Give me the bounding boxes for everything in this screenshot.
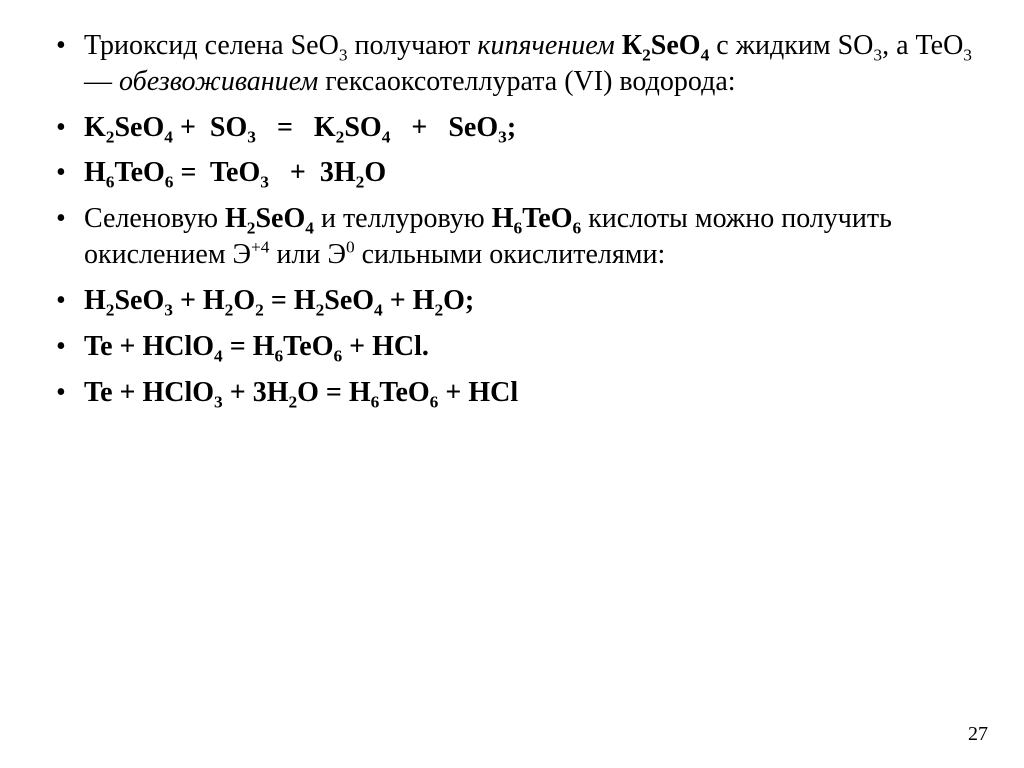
bullet-item: K2SeO4 + SO3 = K2SO4 + SeO3; [50,110,974,146]
bullet-item: Te + HClO3 + 3H2O = H6TeO6 + HCl [50,375,974,411]
bullet-item: H2SeO3 + H2O2 = H2SeO4 + H2O; [50,283,974,319]
slide-body: Триоксид селена SeO3 получают кипячением… [0,0,1024,768]
bullet-item: Селеновую H2SeO4 и теллуровую H6TeO6 кис… [50,201,974,273]
page-number: 27 [968,723,988,746]
bullet-list: Триоксид селена SeO3 получают кипячением… [50,28,974,410]
bullet-item: H6TeO6 = TeO3 + 3H2O [50,155,974,191]
bullet-item: Триоксид селена SeO3 получают кипячением… [50,28,974,100]
bullet-item: Te + HClO4 = H6TeO6 + HCl. [50,329,974,365]
